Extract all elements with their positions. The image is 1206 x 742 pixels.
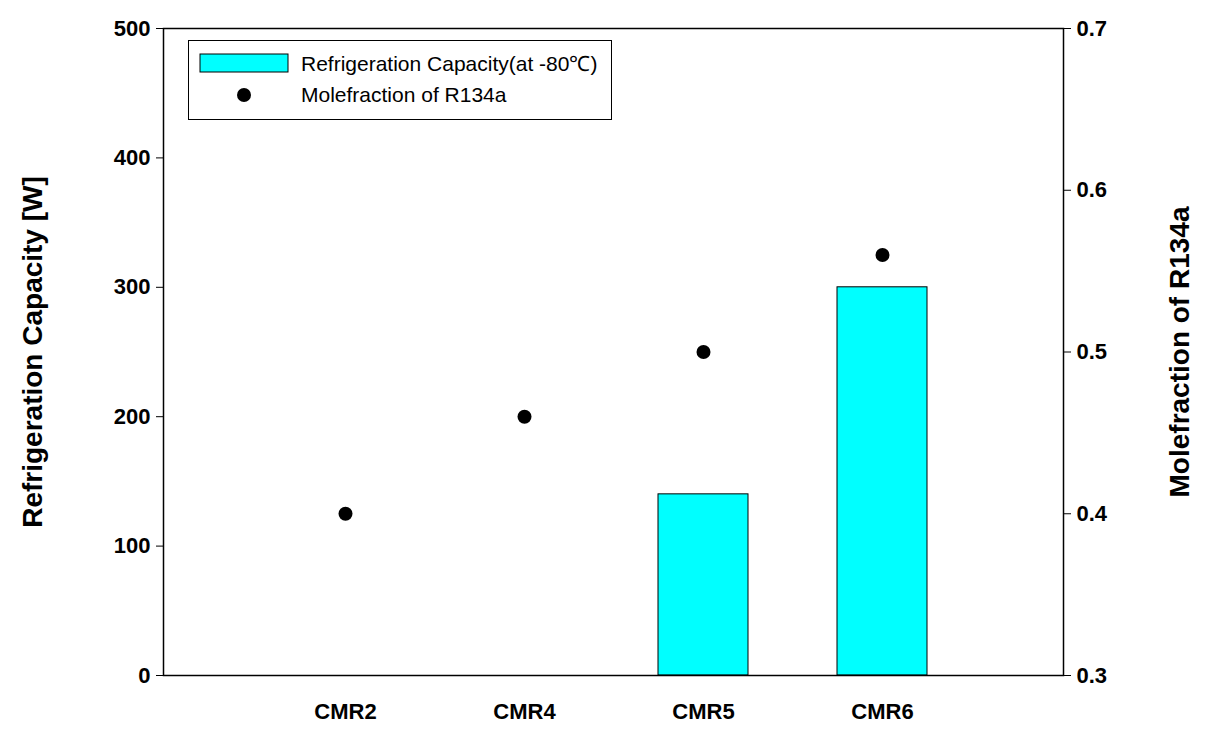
svg-text:0: 0 xyxy=(138,663,150,688)
svg-text:400: 400 xyxy=(114,145,151,170)
svg-text:0.5: 0.5 xyxy=(1077,339,1108,364)
svg-text:Refrigeration Capacity [W]: Refrigeration Capacity [W] xyxy=(17,176,48,528)
svg-text:CMR5: CMR5 xyxy=(672,699,734,724)
svg-text:CMR4: CMR4 xyxy=(493,699,556,724)
svg-text:CMR6: CMR6 xyxy=(851,699,913,724)
svg-text:Molefraction of R134a: Molefraction of R134a xyxy=(1164,206,1195,497)
svg-text:0.4: 0.4 xyxy=(1077,501,1108,526)
svg-text:300: 300 xyxy=(114,274,151,299)
html-text:Refrigeration Capacity(at -80℃: Refrigeration Capacity(at -80℃) xyxy=(301,52,598,75)
svg-text:500: 500 xyxy=(114,16,151,41)
svg-text:CMR2: CMR2 xyxy=(314,699,376,724)
svg-text:0.3: 0.3 xyxy=(1077,663,1108,688)
svg-text:200: 200 xyxy=(114,404,151,429)
svg-text:0.6: 0.6 xyxy=(1077,177,1108,202)
svg-text:0.7: 0.7 xyxy=(1077,16,1108,41)
html-text:Molefraction of R134a: Molefraction of R134a xyxy=(301,83,507,106)
svg-text:100: 100 xyxy=(114,533,151,558)
